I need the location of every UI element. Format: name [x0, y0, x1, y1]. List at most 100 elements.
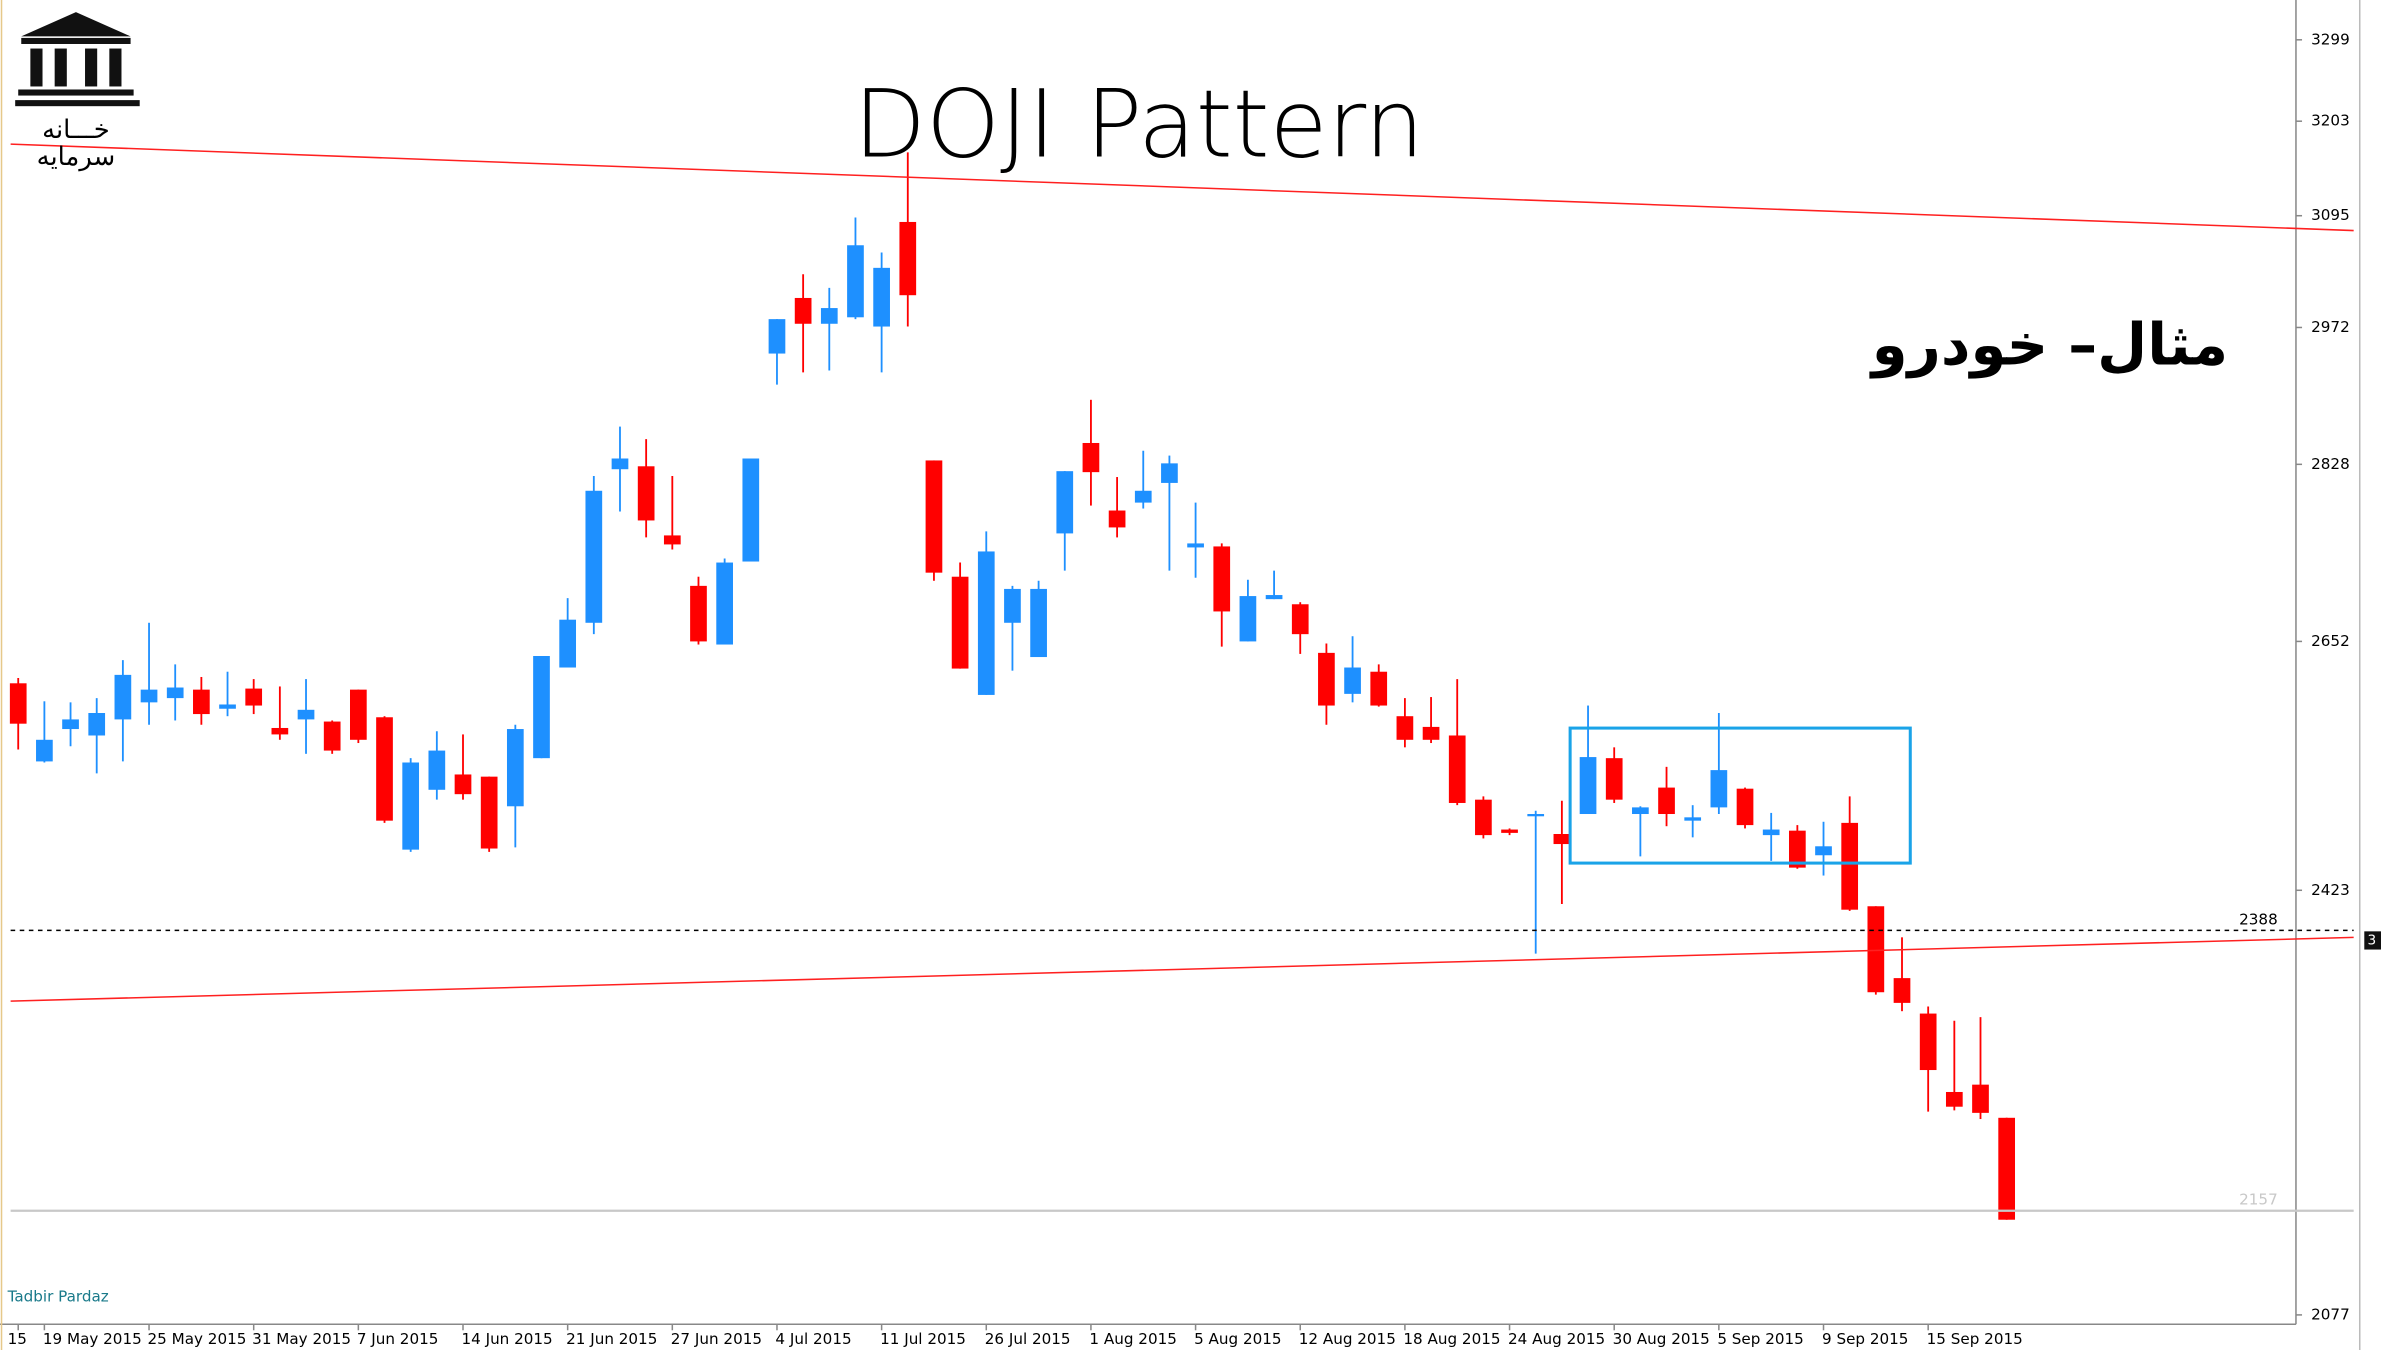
candle-body — [454, 774, 472, 795]
candles — [9, 152, 2016, 1220]
candle-body — [62, 719, 79, 730]
candle-body — [428, 750, 446, 790]
logo-text: سرمایه — [37, 142, 116, 172]
level-label: 2388 — [2239, 910, 2278, 928]
x-tick-label: 25 May 2015 — [148, 1330, 247, 1348]
y-tick-label: 2077 — [2311, 1305, 2350, 1323]
candle-body — [323, 721, 341, 751]
candle-body — [690, 585, 707, 642]
candle-body — [637, 466, 655, 521]
y-tick-label: 3299 — [2311, 30, 2350, 48]
x-tick-label: 1 Aug 2015 — [1089, 1330, 1177, 1348]
candle-body — [1788, 830, 1806, 868]
x-tick-label: 15 Sep 2015 — [1927, 1330, 2023, 1348]
logo: خـــانه سرمایه — [15, 12, 140, 172]
candle-body — [1815, 846, 1832, 856]
candle-body — [1579, 757, 1597, 815]
candle-body — [1318, 652, 1335, 706]
x-tick-label: 19 May 2015 — [43, 1330, 142, 1348]
x-tick-label: 5 Sep 2015 — [1717, 1330, 1803, 1348]
candle-body — [873, 267, 890, 327]
x-tick-label: 5 Aug 2015 — [1194, 1330, 1282, 1348]
candle-body — [36, 739, 53, 762]
candle-body — [1291, 604, 1309, 635]
x-tick-label: 27 Jun 2015 — [671, 1330, 762, 1348]
candle-body — [166, 687, 184, 699]
candle-body — [1187, 543, 1204, 548]
candle-body — [297, 709, 315, 720]
price-marker-box — [2364, 931, 2381, 950]
candle-body — [742, 458, 760, 562]
candle-body — [1762, 829, 1780, 836]
y-tick-label: 3203 — [2311, 112, 2350, 130]
candle-body — [1998, 1117, 2016, 1220]
candle-body — [1736, 788, 1754, 826]
candle-body — [847, 245, 864, 318]
candle-body — [1344, 667, 1361, 694]
candle-body — [1082, 442, 1100, 473]
candle-body — [1370, 671, 1388, 706]
x-tick-label: 24 Aug 2015 — [1508, 1330, 1605, 1348]
logo-pillar — [85, 48, 98, 87]
trend-line — [10, 143, 2354, 232]
x-tick-label: 11 Jul 2015 — [880, 1330, 966, 1348]
candle-body — [559, 619, 577, 668]
x-tick-label: 12 Aug 2015 — [1299, 1330, 1396, 1348]
x-tick-label: 26 Jul 2015 — [985, 1330, 1071, 1348]
candle-body — [219, 704, 236, 709]
logo-roof — [21, 12, 131, 37]
candle-body — [1605, 758, 1623, 800]
candle-body — [1867, 906, 1885, 993]
candle-body — [1004, 588, 1021, 623]
level-label: 2157 — [2239, 1191, 2278, 1209]
y-tick-label: 2423 — [2311, 881, 2350, 899]
candle-body — [1658, 787, 1675, 815]
candle-body — [951, 576, 969, 669]
candle-body — [1553, 833, 1571, 845]
candle-body — [1265, 595, 1283, 600]
candle-body — [585, 490, 603, 623]
candle-body — [1893, 978, 1911, 1003]
x-tick-label: 31 May 2015 — [252, 1330, 351, 1348]
candle-body — [533, 656, 550, 759]
candle-body — [480, 776, 498, 849]
candle-body — [794, 297, 812, 324]
logo-pillar — [54, 48, 67, 87]
trend-line — [10, 936, 2354, 1002]
candle-body — [1396, 716, 1414, 740]
chart-title: DOJI Pattern — [854, 70, 1425, 179]
candle-body — [1919, 1013, 1937, 1071]
candle-body — [140, 689, 158, 703]
watermark: Tadbir Pardaz — [7, 1287, 109, 1305]
candle-body — [349, 689, 367, 740]
candle-body — [899, 221, 917, 296]
x-tick-label: 14 Jun 2015 — [461, 1330, 552, 1348]
candle-body — [1501, 829, 1518, 833]
candle-body — [193, 689, 210, 715]
candle-body — [114, 674, 132, 720]
candle-body — [245, 688, 263, 706]
candle-body — [1030, 588, 1047, 658]
candle-body — [1475, 799, 1492, 836]
candle-body — [1134, 490, 1152, 503]
candle-body — [716, 562, 733, 645]
logo-beam — [21, 37, 131, 44]
logo-text: خـــانه — [42, 115, 110, 145]
x-tick-label: 18 Aug 2015 — [1403, 1330, 1500, 1348]
candle-body — [820, 308, 838, 324]
x-tick-label: 9 Sep 2015 — [1822, 1330, 1908, 1348]
logo-base — [18, 89, 134, 96]
logo-pillar — [109, 48, 122, 87]
candle-body — [1161, 463, 1178, 483]
x-tick-label: 4 Jul 2015 — [775, 1330, 851, 1348]
candle-body — [663, 535, 681, 545]
candle-body — [1239, 596, 1257, 642]
y-tick-label: 2828 — [2311, 455, 2350, 473]
candle-body — [376, 717, 393, 821]
x-tick-label: 7 Jun 2015 — [357, 1330, 439, 1348]
price-marker: 3 — [2368, 932, 2377, 948]
candle-body — [402, 762, 420, 850]
candle-body — [977, 551, 995, 695]
